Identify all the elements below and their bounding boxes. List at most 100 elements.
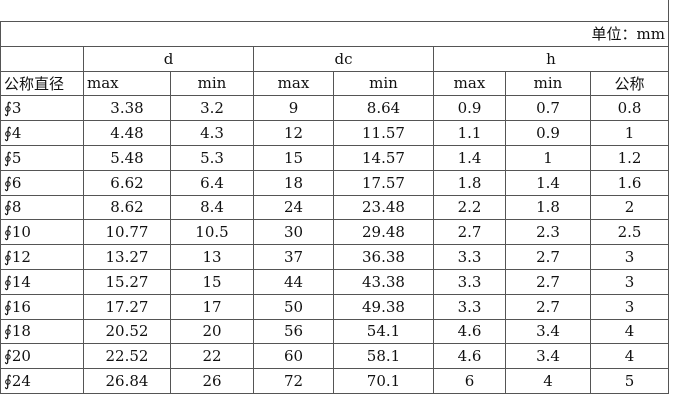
nominal-size: ∮24 <box>0 368 84 394</box>
blank-row <box>0 0 669 22</box>
value-cell: 1.6 <box>590 169 669 196</box>
value-cell: 4.3 <box>170 120 254 146</box>
value-cell: 29.48 <box>333 219 434 246</box>
group-row: d dc h <box>0 45 669 72</box>
data-row: ∮14 15.27 15 44 43.38 3.3 2.7 3 <box>0 268 669 295</box>
value-cell: 2.2 <box>433 194 506 221</box>
value-cell: 4.48 <box>83 120 171 146</box>
value-cell: 30 <box>253 219 334 246</box>
value-cell: 1.2 <box>590 144 669 171</box>
value-cell: 70.1 <box>333 368 434 394</box>
column-header: max <box>253 70 334 97</box>
data-row: ∮4 4.48 4.3 12 11.57 1.1 0.9 1 <box>0 120 669 146</box>
value-cell: 4 <box>590 343 669 370</box>
unit-row: 单位：mm <box>0 21 669 47</box>
value-cell: 4.6 <box>433 343 506 370</box>
column-header: min <box>170 70 254 97</box>
data-row: ∮8 8.62 8.4 24 23.48 2.2 1.8 2 <box>0 194 669 221</box>
value-cell: 11.57 <box>333 120 434 146</box>
subheader-row: 公称直径 max min max min max min 公称 <box>0 70 669 97</box>
value-cell: 3.4 <box>505 318 591 345</box>
value-cell: 1.4 <box>505 169 591 196</box>
value-cell: 8.64 <box>333 95 434 122</box>
column-header: min <box>333 70 434 97</box>
value-cell: 4 <box>590 318 669 345</box>
value-cell: 3 <box>590 268 669 295</box>
data-row: ∮10 10.77 10.5 30 29.48 2.7 2.3 2.5 <box>0 219 669 246</box>
value-cell: 50 <box>253 293 334 320</box>
nominal-size: ∮18 <box>0 318 84 345</box>
value-cell: 12 <box>253 120 334 146</box>
value-cell: 3 <box>590 244 669 270</box>
blank-cell <box>0 0 669 22</box>
data-row: ∮20 22.52 22 60 58.1 4.6 3.4 4 <box>0 343 669 370</box>
nominal-size: ∮10 <box>0 219 84 246</box>
value-cell: 0.9 <box>433 95 506 122</box>
value-cell: 58.1 <box>333 343 434 370</box>
column-header: min <box>505 70 591 97</box>
value-cell: 22.52 <box>83 343 171 370</box>
value-cell: 10.5 <box>170 219 254 246</box>
value-cell: 17.57 <box>333 169 434 196</box>
value-cell: 1.1 <box>433 120 506 146</box>
value-cell: 1 <box>505 144 591 171</box>
nominal-size: ∮16 <box>0 293 84 320</box>
column-header: max <box>433 70 506 97</box>
value-cell: 18 <box>253 169 334 196</box>
data-row: ∮6 6.62 6.4 18 17.57 1.8 1.4 1.6 <box>0 169 669 196</box>
value-cell: 54.1 <box>333 318 434 345</box>
value-cell: 2 <box>590 194 669 221</box>
value-cell: 4.6 <box>433 318 506 345</box>
value-cell: 49.38 <box>333 293 434 320</box>
value-cell: 26 <box>170 368 254 394</box>
value-cell: 1 <box>590 120 669 146</box>
value-cell: 0.8 <box>590 95 669 122</box>
value-cell: 13 <box>170 244 254 270</box>
group-header: h <box>433 45 669 72</box>
value-cell: 20.52 <box>83 318 171 345</box>
column-header: 公称 <box>590 70 669 97</box>
value-cell: 14.57 <box>333 144 434 171</box>
value-cell: 24 <box>253 194 334 221</box>
value-cell: 6 <box>433 368 506 394</box>
value-cell: 10.77 <box>83 219 171 246</box>
value-cell: 36.38 <box>333 244 434 270</box>
value-cell: 56 <box>253 318 334 345</box>
value-cell: 0.9 <box>505 120 591 146</box>
nominal-size: ∮4 <box>0 120 84 146</box>
value-cell: 3.4 <box>505 343 591 370</box>
value-cell: 20 <box>170 318 254 345</box>
value-cell: 15 <box>253 144 334 171</box>
nominal-size: ∮12 <box>0 244 84 270</box>
value-cell: 17.27 <box>83 293 171 320</box>
value-cell: 4 <box>505 368 591 394</box>
empty-cell <box>0 45 84 72</box>
value-cell: 2.7 <box>433 219 506 246</box>
value-cell: 22 <box>170 343 254 370</box>
group-header: d <box>83 45 254 72</box>
unit: 单位：mm <box>0 21 669 47</box>
value-cell: 5.3 <box>170 144 254 171</box>
value-cell: 3.3 <box>433 244 506 270</box>
nominal-size: ∮3 <box>0 95 84 122</box>
value-cell: 43.38 <box>333 268 434 295</box>
data-row: ∮24 26.84 26 72 70.1 6 4 5 <box>0 368 669 394</box>
value-cell: 8.62 <box>83 194 171 221</box>
nominal-size: ∮5 <box>0 144 84 171</box>
value-cell: 3 <box>590 293 669 320</box>
spec-table: 单位：mm d dc h 公称直径 max min max min max min 公称 ∮3 3.38 3… <box>0 0 669 394</box>
value-cell: 1.4 <box>433 144 506 171</box>
column-header: max <box>83 70 171 97</box>
group-header: dc <box>253 45 434 72</box>
data-row: ∮3 3.38 3.2 9 8.64 0.9 0.7 0.8 <box>0 95 669 122</box>
value-cell: 3.3 <box>433 268 506 295</box>
value-cell: 6.62 <box>83 169 171 196</box>
data-row: ∮18 20.52 20 56 54.1 4.6 3.4 4 <box>0 318 669 345</box>
value-cell: 44 <box>253 268 334 295</box>
value-cell: 5.48 <box>83 144 171 171</box>
value-cell: 1.8 <box>505 194 591 221</box>
data-row: ∮12 13.27 13 37 36.38 3.3 2.7 3 <box>0 244 669 270</box>
value-cell: 23.48 <box>333 194 434 221</box>
column-header: 公称直径 <box>0 70 84 97</box>
